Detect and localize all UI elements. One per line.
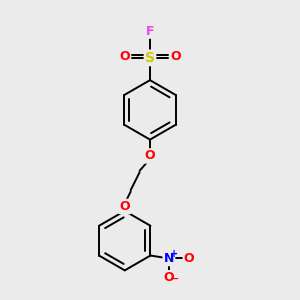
Text: O: O bbox=[145, 149, 155, 162]
Text: O: O bbox=[119, 200, 130, 213]
Text: O: O bbox=[164, 271, 174, 284]
Text: O: O bbox=[184, 252, 194, 265]
Text: O: O bbox=[170, 50, 181, 64]
Text: O: O bbox=[119, 50, 130, 64]
Text: N: N bbox=[164, 252, 174, 265]
Text: F: F bbox=[146, 25, 154, 38]
Text: +: + bbox=[170, 249, 178, 259]
Text: −: − bbox=[169, 274, 179, 284]
Text: S: S bbox=[145, 51, 155, 65]
